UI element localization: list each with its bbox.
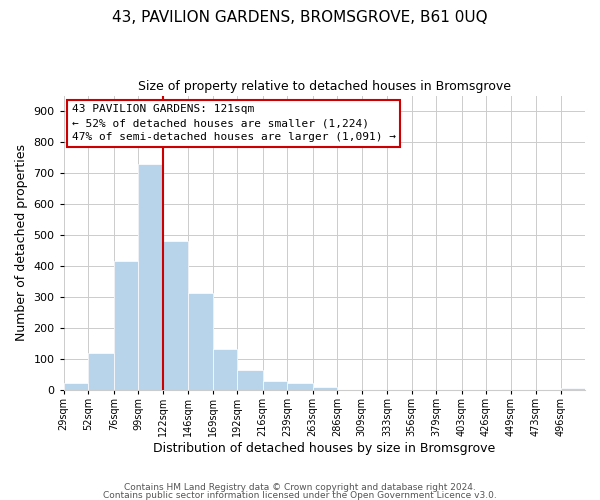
Bar (163, 240, 188, 390)
Bar (188, 294, 212, 390)
Y-axis label: Number of detached properties: Number of detached properties (15, 144, 28, 342)
Text: 43, PAVILION GARDENS, BROMSGROVE, B61 0UQ: 43, PAVILION GARDENS, BROMSGROVE, B61 0U… (112, 10, 488, 25)
Bar (114, 262, 138, 390)
Bar (237, 370, 263, 390)
Text: Contains public sector information licensed under the Open Government Licence v3: Contains public sector information licen… (103, 491, 497, 500)
Bar (560, 388, 585, 390)
Title: Size of property relative to detached houses in Bromsgrove: Size of property relative to detached ho… (138, 80, 511, 93)
Bar (64, 384, 88, 390)
Text: 43 PAVILION GARDENS: 121sqm
← 52% of detached houses are smaller (1,224)
47% of : 43 PAVILION GARDENS: 121sqm ← 52% of det… (71, 104, 395, 142)
Bar (287, 384, 313, 390)
Bar (88, 353, 114, 390)
Bar (138, 164, 163, 390)
Text: Contains HM Land Registry data © Crown copyright and database right 2024.: Contains HM Land Registry data © Crown c… (124, 484, 476, 492)
Bar (212, 349, 237, 390)
Bar (313, 387, 337, 390)
X-axis label: Distribution of detached houses by size in Bromsgrove: Distribution of detached houses by size … (153, 442, 496, 455)
Bar (263, 382, 287, 390)
